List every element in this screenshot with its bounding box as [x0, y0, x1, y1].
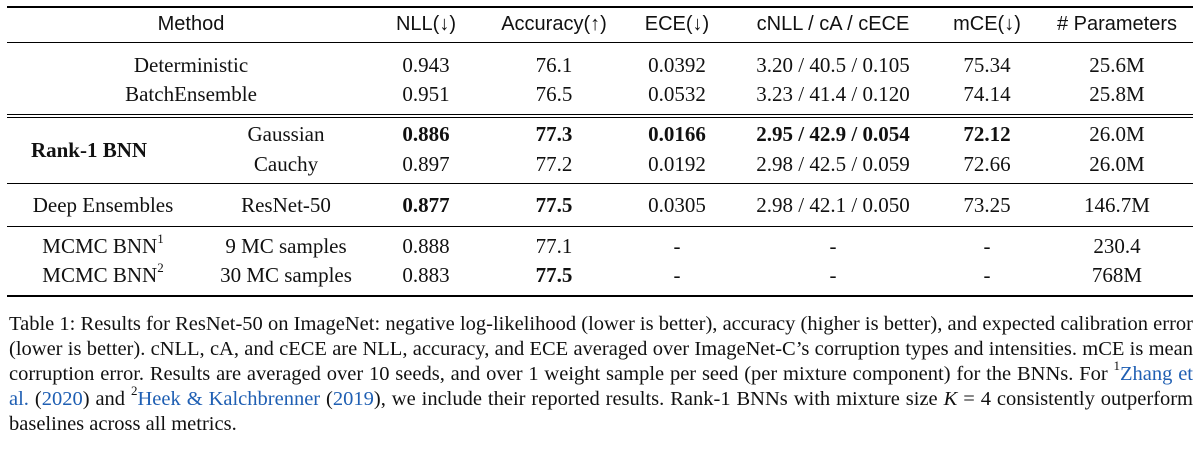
- cite-zhang-year[interactable]: 2020: [41, 388, 83, 410]
- group-rule-2: [7, 117, 1193, 118]
- caption-sup-2: 2: [131, 383, 138, 399]
- mcmc2-params: 768M: [1091, 263, 1143, 287]
- mcmc1-params: 230.4: [1093, 234, 1141, 258]
- top-rule: [7, 6, 1193, 8]
- mcmc2-mce: -: [983, 263, 991, 287]
- cite-zhang[interactable]: Zhang et al.: [9, 363, 1193, 410]
- mcmc2-corrupt: -: [829, 263, 837, 287]
- mcmc2-acc: 77.5: [535, 263, 573, 287]
- header-nll: NLL(↓): [395, 13, 457, 35]
- caption-text-3: ), we include their reported results. Ra…: [373, 388, 944, 410]
- mcmc1-mce: -: [983, 234, 991, 258]
- cauchy-params: 26.0M: [1089, 152, 1145, 176]
- batchensemble-method: BatchEnsemble: [125, 82, 257, 106]
- math-eq: = 4: [957, 388, 991, 410]
- group-rule-3: [7, 183, 1193, 184]
- group-rule-4: [7, 226, 1193, 227]
- header-mce: mCE(↓): [953, 13, 1021, 35]
- cauchy-corrupt: 2.98 / 42.5 / 0.059: [756, 152, 910, 176]
- group-rule-1: [7, 114, 1193, 115]
- bottom-rule: [7, 295, 1193, 297]
- mcmc1-corrupt: -: [829, 234, 837, 258]
- batchensemble-acc: 76.5: [535, 82, 573, 106]
- deep-ensembles-corrupt: 2.98 / 42.1 / 0.050: [756, 193, 910, 217]
- cite-heek-year[interactable]: 2019: [332, 388, 374, 410]
- cite-zhang-open: (: [28, 388, 42, 410]
- mcmc2-footnote: 2: [157, 260, 164, 275]
- deep-ensembles-method: Deep Ensembles: [32, 193, 174, 217]
- gaussian-corrupt: 2.95 / 42.9 / 0.054: [756, 122, 910, 146]
- cauchy-variant: Cauchy: [253, 152, 319, 176]
- gaussian-ece: 0.0166: [648, 122, 706, 146]
- batchensemble-nll: 0.951: [402, 82, 450, 106]
- gaussian-mce: 72.12: [963, 122, 1011, 146]
- gaussian-params: 26.0M: [1089, 122, 1145, 146]
- caption-sup-1: 1: [1113, 358, 1121, 374]
- header-params: # Parameters: [1056, 13, 1178, 35]
- mcmc1-footnote: 1: [157, 231, 164, 246]
- deterministic-mce: 75.34: [963, 53, 1011, 77]
- caption-text-2: ) and: [82, 388, 131, 410]
- deep-ensembles-variant: ResNet-50: [241, 193, 331, 217]
- deterministic-nll: 0.943: [402, 53, 450, 77]
- table-caption: Table 1: Results for ResNet-50 on ImageN…: [9, 312, 1193, 437]
- header-ece: ECE(↓): [644, 13, 710, 35]
- cauchy-acc: 77.2: [535, 152, 573, 176]
- mcmc1-ece: -: [673, 234, 681, 258]
- mcmc1-method-text: MCMC BNN: [42, 234, 158, 258]
- deep-ensembles-params: 146.7M: [1084, 193, 1150, 217]
- mcmc2-ece: -: [673, 263, 681, 287]
- deterministic-corrupt: 3.20 / 40.5 / 0.105: [756, 53, 910, 77]
- math-k: K: [943, 388, 958, 410]
- cauchy-nll: 0.897: [402, 152, 450, 176]
- header-rule: [7, 42, 1193, 43]
- batchensemble-mce: 74.14: [963, 82, 1011, 106]
- mcmc1-variant: 9 MC samples: [225, 234, 347, 258]
- mcmc1-nll: 0.888: [402, 234, 450, 258]
- header-corrupt: cNLL / cA / cECE: [756, 13, 910, 35]
- mcmc2-variant: 30 MC samples: [220, 263, 352, 287]
- cite-heek-open: (: [320, 388, 333, 410]
- cite-heek[interactable]: Heek & Kalchbrenner: [137, 388, 321, 410]
- header-accuracy: Accuracy(↑): [501, 13, 607, 35]
- batchensemble-ece: 0.0532: [648, 82, 706, 106]
- mcmc1-acc: 77.1: [535, 234, 573, 258]
- deterministic-params: 25.6M: [1089, 53, 1145, 77]
- deep-ensembles-nll: 0.877: [402, 193, 450, 217]
- gaussian-variant: Gaussian: [247, 122, 325, 146]
- cauchy-mce: 72.66: [963, 152, 1011, 176]
- rank1-group-label: Rank-1 BNN: [30, 138, 148, 162]
- mcmc2-method-text: MCMC BNN: [42, 263, 158, 287]
- gaussian-nll: 0.886: [402, 122, 450, 146]
- mcmc1-method: MCMC BNN1: [42, 231, 163, 261]
- cauchy-ece: 0.0192: [648, 152, 706, 176]
- mcmc2-method: MCMC BNN2: [42, 260, 163, 290]
- deep-ensembles-mce: 73.25: [963, 193, 1011, 217]
- caption-text-4: consistently outperform baselines across…: [9, 388, 1193, 435]
- deep-ensembles-acc: 77.5: [535, 193, 573, 217]
- header-method: Method: [157, 13, 225, 35]
- deterministic-ece: 0.0392: [648, 53, 706, 77]
- batchensemble-params: 25.8M: [1089, 82, 1145, 106]
- deterministic-acc: 76.1: [535, 53, 573, 77]
- deterministic-method: Deterministic: [133, 53, 249, 77]
- batchensemble-corrupt: 3.23 / 41.4 / 0.120: [756, 82, 910, 106]
- mcmc2-nll: 0.883: [402, 263, 450, 287]
- deep-ensembles-ece: 0.0305: [648, 193, 706, 217]
- gaussian-acc: 77.3: [535, 122, 573, 146]
- caption-text-1: Table 1: Results for ResNet-50 on ImageN…: [9, 313, 1193, 385]
